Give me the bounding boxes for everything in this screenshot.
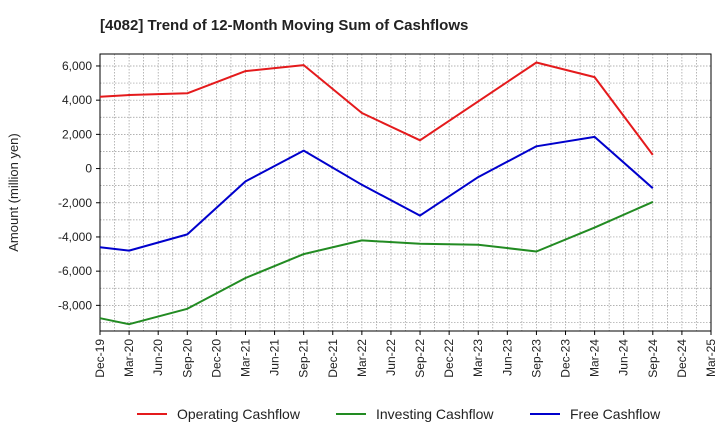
plot-frame (99, 53, 712, 332)
x-tick-label: Jun-22 (384, 339, 398, 376)
y-axis-ticks: 6,000 4,000 2,000 0 -2,000 -4,000 -6,000 -8,000 (58, 59, 100, 312)
x-tick-label: Mar-22 (355, 339, 369, 377)
y-tick-label: -8,000 (58, 298, 92, 312)
chart-title: [4082] Trend of 12-Month Moving Sum of C… (100, 17, 468, 34)
x-tick-label: Dec-19 (93, 339, 107, 378)
x-tick-label: Dec-24 (675, 339, 689, 378)
x-tick-label: Mar-25 (704, 339, 718, 377)
series-line-free-cashflow (99, 135, 654, 252)
y-tick-label: 6,000 (62, 59, 92, 73)
legend-label: Investing Cashflow (376, 406, 494, 422)
x-tick-label: Jun-20 (151, 339, 165, 376)
x-tick-label: Sep-23 (529, 339, 543, 378)
series-line-operating-cashflow (99, 61, 654, 156)
x-tick-label: Jun-23 (500, 339, 514, 376)
legend-label: Operating Cashflow (177, 406, 301, 422)
x-tick-label: Mar-21 (238, 339, 252, 377)
x-tick-label: Mar-20 (122, 339, 136, 377)
x-tick-label: Sep-21 (297, 339, 311, 378)
legend-label: Free Cashflow (570, 406, 661, 422)
y-tick-label: -6,000 (58, 264, 92, 278)
y-tick-label: -4,000 (58, 230, 92, 244)
series-lines (99, 61, 654, 326)
legend: Operating Cashflow Investing Cashflow Free… (137, 406, 661, 422)
x-tick-label: Sep-24 (646, 339, 660, 378)
series-line-investing-cashflow (99, 200, 654, 326)
x-tick-label: Dec-22 (442, 339, 456, 378)
x-axis-ticks: Dec-19 Mar-20 Jun-20 Sep-20 Dec-20 Mar-21 Jun-… (93, 331, 718, 378)
y-tick-label: -2,000 (58, 196, 92, 210)
x-tick-label: Sep-22 (413, 339, 427, 378)
x-tick-label: Mar-23 (471, 339, 485, 377)
y-tick-label: 0 (85, 162, 92, 176)
y-tick-label: 2,000 (62, 127, 92, 141)
x-tick-label: Dec-20 (209, 339, 223, 378)
x-tick-label: Sep-20 (180, 339, 194, 378)
x-tick-label: Jun-21 (268, 339, 282, 376)
y-tick-label: 4,000 (62, 93, 92, 107)
y-axis-label: Amount (million yen) (6, 133, 21, 252)
grid (100, 54, 711, 331)
x-tick-label: Dec-23 (559, 339, 573, 378)
x-tick-label: Jun-24 (617, 339, 631, 376)
x-tick-label: Dec-21 (326, 339, 340, 378)
x-tick-label: Mar-24 (588, 339, 602, 377)
